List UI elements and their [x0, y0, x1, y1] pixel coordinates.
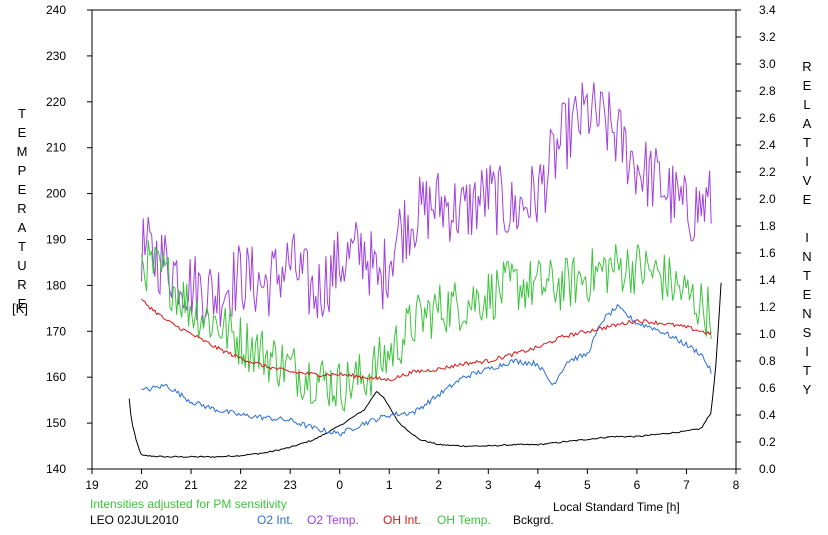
- y-right-tick-label: 1.6: [759, 246, 776, 260]
- y-right-tick-label: 1.4: [759, 273, 776, 287]
- axis-title-letter: U: [17, 258, 27, 273]
- y-right-tick-label: 1.2: [759, 300, 776, 314]
- axis-title-letter: R: [17, 201, 27, 216]
- axis-title-letter: R: [17, 277, 27, 292]
- axis-title-letter: A: [17, 220, 27, 235]
- y-left-tick-label: 160: [46, 370, 66, 384]
- axis-title-letter: I: [805, 154, 809, 169]
- axis-title-letter: [797, 209, 817, 228]
- axis-title-letter: R: [802, 59, 812, 74]
- y-right-tick-label: 2.6: [759, 111, 776, 125]
- axis-title-letter: L: [803, 97, 811, 112]
- x-tick-label: 5: [584, 478, 591, 492]
- y-right-tick-label: 0.0: [759, 462, 776, 476]
- station-label: LEO 02JUL2010: [90, 513, 179, 527]
- y-right-tick-label: 3.0: [759, 57, 776, 71]
- y-left-tick-label: 180: [46, 278, 66, 292]
- x-axis-title: Local Standard Time [h]: [553, 500, 680, 514]
- y-right-tick-label: 3.2: [759, 30, 776, 44]
- x-tick-label: 21: [184, 478, 198, 492]
- y-left-tick-label: 170: [46, 324, 66, 338]
- x-tick-label: 4: [535, 478, 542, 492]
- legend-item: O2 Temp.: [307, 513, 359, 527]
- axis-title-letter: S: [802, 325, 812, 340]
- x-tick-label: 20: [135, 478, 149, 492]
- x-tick-label: 0: [336, 478, 343, 492]
- axis-title-letter: V: [802, 173, 812, 188]
- y-right-tick-label: 0.6: [759, 381, 776, 395]
- axis-title-letter: E: [802, 192, 812, 207]
- y-right-tick-label: 0.2: [759, 435, 776, 449]
- y-right-tick-label: 2.2: [759, 165, 776, 179]
- x-tick-label: 2: [435, 478, 442, 492]
- series-layer: [128, 82, 722, 458]
- note-label: Intensities adjusted for PM sensitivity: [90, 497, 287, 511]
- legend-item: OH Temp.: [437, 513, 491, 527]
- x-tick-label: 3: [485, 478, 492, 492]
- axis-title-letter: E: [17, 296, 27, 311]
- series-line-o2-temp: [141, 82, 712, 327]
- y-right-tick-label: 2.8: [759, 84, 776, 98]
- series-line-o2-int: [141, 303, 712, 437]
- x-tick-label: 7: [683, 478, 690, 492]
- y-left-tick-label: 230: [46, 49, 66, 63]
- axis-title-letter: P: [17, 163, 27, 178]
- axis-title-letter: Y: [802, 382, 812, 397]
- axis-title-letter: I: [805, 230, 809, 245]
- axis-title-letter: E: [17, 125, 27, 140]
- axis-title-letter: N: [802, 306, 812, 321]
- x-tick-label: 19: [85, 478, 99, 492]
- axis-title-letter: T: [803, 268, 811, 283]
- legend-item: O2 Int.: [257, 513, 293, 527]
- y-right-tick-label: 2.0: [759, 192, 776, 206]
- y-left-tick-label: 140: [46, 462, 66, 476]
- y-left-tick-label: 240: [46, 3, 66, 17]
- y-right-tick-label: 3.4: [759, 3, 776, 17]
- axis-title-letter: E: [802, 78, 812, 93]
- axis-title-letter: I: [805, 344, 809, 359]
- series-line-oh-temp: [141, 240, 712, 413]
- series-line-bckgrd: [128, 282, 722, 458]
- y-axis-left-unit: [K]: [12, 301, 28, 316]
- series-line-oh-int: [141, 298, 712, 382]
- y-left-tick-label: 190: [46, 233, 66, 247]
- axis-title-letter: T: [18, 239, 26, 254]
- x-tick-label: 23: [283, 478, 297, 492]
- axis-title-letter: T: [803, 135, 811, 150]
- axis-title-letter: T: [803, 363, 811, 378]
- legend-item: Bckgrd.: [513, 513, 554, 527]
- y-right-tick-label: 1.8: [759, 219, 776, 233]
- y-left-tick-label: 210: [46, 141, 66, 155]
- x-tick-label: 22: [234, 478, 248, 492]
- y-right-tick-label: 0.4: [759, 408, 776, 422]
- axes-layer: 19 20 21 22 23 0 1 2 3 4 5 6 7 8140150160170180190200…: [46, 3, 776, 492]
- axis-title-letter: E: [802, 287, 812, 302]
- axis-title-letter: M: [16, 144, 28, 159]
- x-tick-label: 6: [634, 478, 641, 492]
- y-right-tick-label: 2.4: [759, 138, 776, 152]
- y-right-tick-label: 1.0: [759, 327, 776, 341]
- legend: O2 Int. O2 Temp. OH Int. OH Temp. Bckgrd.: [257, 513, 554, 527]
- axis-title-letter: E: [17, 182, 27, 197]
- x-tick-label: 8: [733, 478, 740, 492]
- axis-title-letter: N: [802, 249, 812, 264]
- y-left-tick-label: 150: [46, 416, 66, 430]
- y-left-tick-label: 200: [46, 187, 66, 201]
- legend-item: OH Int.: [383, 513, 421, 527]
- x-tick-label: 1: [386, 478, 393, 492]
- y-right-tick-label: 0.8: [759, 354, 776, 368]
- y-left-tick-label: 220: [46, 95, 66, 109]
- axis-title-letter: A: [802, 116, 812, 131]
- axis-title-letter: T: [18, 106, 26, 121]
